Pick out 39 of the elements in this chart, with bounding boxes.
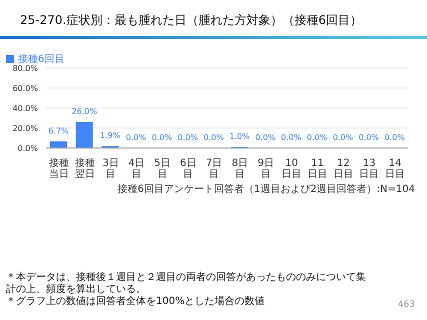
x-tick-label: 9日目 xyxy=(258,158,274,180)
legend-label: 接種6回目 xyxy=(18,54,64,65)
data-label: 1.0% xyxy=(229,132,250,141)
text: ＊本データは、接種後１週目と２週目の両者の回答があったもののみについて集計の上、頻度を算出している。 xyxy=(6,272,366,296)
data-label: 0.0% xyxy=(178,133,198,142)
data-label: 6.7% xyxy=(48,126,70,136)
data-label: 0.0% xyxy=(126,133,147,142)
x-tick-label: 接種当日 xyxy=(48,157,69,180)
data-label: 0.0% xyxy=(384,133,406,142)
x-tick-label: 3日目 xyxy=(102,158,119,180)
data-label: 1.9% xyxy=(100,131,121,140)
data-label: 0.0% xyxy=(358,133,380,142)
x-tick-label: 13日目 xyxy=(359,158,380,180)
y-tick-label: 0.0% xyxy=(18,144,38,153)
y-tick-label: 80.0% xyxy=(12,64,38,73)
x-tick-label: 4日目 xyxy=(128,158,145,180)
x-tick-label: 10日目 xyxy=(282,158,302,180)
x-tick-label: 11日目 xyxy=(308,158,328,180)
chart-title: 25-270.症状別：最も腫れた日（腫れた方対象）（接種6回目） xyxy=(20,12,362,29)
data-label: 0.0% xyxy=(152,133,172,142)
data-label: 0.0% xyxy=(255,133,276,142)
data-label: 0.0% xyxy=(306,133,328,142)
data-label: 0.0% xyxy=(281,133,302,142)
text: ＊グラフ上の数値は回答者全体を100%とした場合の数値 xyxy=(6,296,266,308)
x-tick-label: 6日目 xyxy=(180,158,196,180)
y-tick-label: 60.0% xyxy=(12,84,38,93)
y-tick-label: 40.0% xyxy=(12,104,38,113)
text: 接種6回目アンケート回答者（1週目および2週目回答者）:N=104 xyxy=(118,182,415,196)
x-tick-label: 8日目 xyxy=(232,158,248,180)
data-label: 26.0% xyxy=(72,107,98,116)
text: 463 xyxy=(398,300,415,310)
x-tick-label: 7日目 xyxy=(206,158,222,180)
x-tick-label: 接種翌日 xyxy=(74,157,95,180)
x-tick-label: 14日目 xyxy=(385,158,406,180)
y-tick-label: 20.0% xyxy=(12,124,38,133)
x-tick-label: 12日目 xyxy=(333,158,354,180)
x-tick-label: 5日目 xyxy=(154,158,171,180)
data-label: 0.0% xyxy=(203,133,224,142)
data-label: 0.0% xyxy=(332,133,354,142)
